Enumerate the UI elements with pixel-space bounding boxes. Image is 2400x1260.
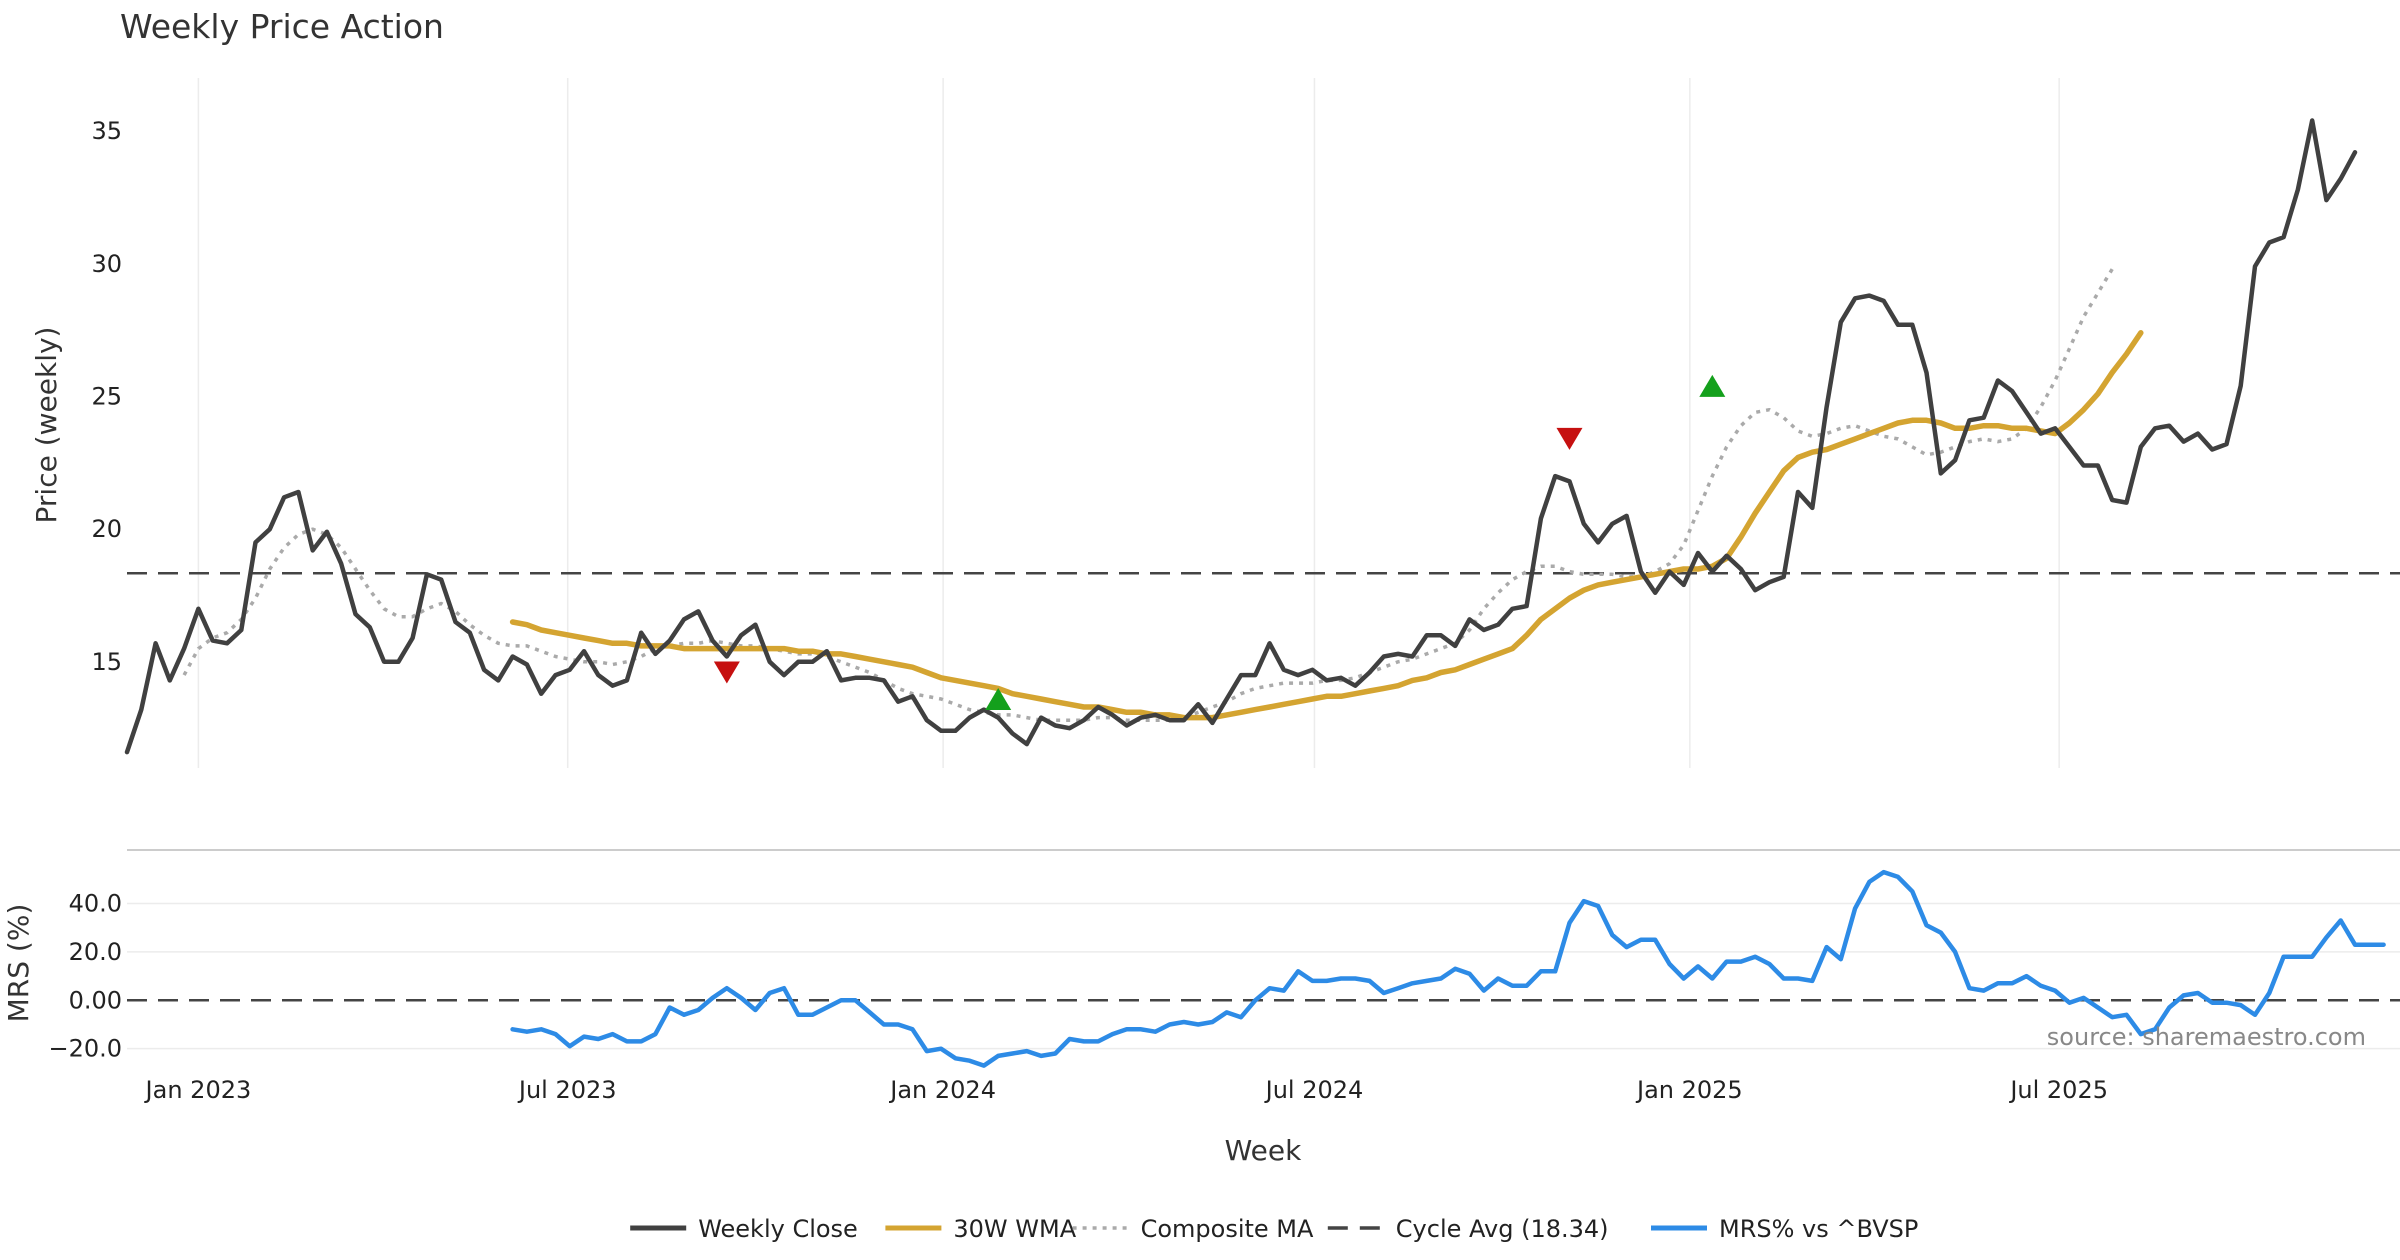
sell-signal-marker	[1556, 427, 1583, 450]
x-axis-label: Week	[1225, 1134, 1302, 1167]
weekly-close-line	[124, 118, 2358, 755]
y-tick-label: 30	[91, 250, 122, 278]
buy-signal-marker	[985, 688, 1012, 710]
legend-label: Cycle Avg (18.34)	[1396, 1215, 1609, 1243]
x-tick-label: Jul 2025	[2008, 1076, 2108, 1104]
mrs-y-tick-label: 0.00	[69, 986, 122, 1014]
legend-item: Composite MA	[1072, 1215, 1314, 1243]
mrs-y-tick-label: 40.0	[69, 890, 122, 918]
y-tick-label: 35	[91, 117, 122, 145]
price-axis-label: Price (weekly)	[30, 327, 63, 524]
mrs-series-group	[510, 869, 2386, 1068]
buy-signal-marker	[1699, 374, 1726, 397]
price-series-group	[124, 118, 2358, 755]
x-tick-label: Jan 2024	[888, 1076, 996, 1104]
x-tick-label: Jan 2025	[1635, 1076, 1743, 1104]
wma-30w-line	[509, 330, 2144, 721]
y-tick-label: 25	[91, 382, 122, 410]
legend-item: MRS% vs ^BVSP	[1651, 1215, 1918, 1243]
signal-markers	[713, 374, 1726, 710]
x-tick-label: Jan 2023	[144, 1076, 252, 1104]
price-vertical-gridlines	[197, 78, 2060, 768]
chart-title: Weekly Price Action	[120, 7, 444, 46]
mrs-y-tick-label: −20.0	[48, 1035, 122, 1063]
y-tick-label: 20	[91, 515, 122, 543]
legend-item: 30W WMA	[885, 1215, 1077, 1243]
mrs-line	[510, 869, 2386, 1068]
legend-label: Weekly Close	[698, 1215, 858, 1243]
mrs-axis-label: MRS (%)	[2, 904, 35, 1023]
mrs-y-axis-ticks: 40.0 20.0 0.00 −20.0	[48, 890, 122, 1063]
chart-legend: Weekly Close 30W WMA Composite MA Cycle Avg…	[630, 1215, 1918, 1243]
y-tick-label: 15	[91, 648, 122, 676]
price-y-axis-ticks: 15 20 25 30 35	[91, 117, 122, 676]
legend-label: MRS% vs ^BVSP	[1719, 1215, 1918, 1243]
composite-ma-line	[182, 268, 2114, 722]
legend-label: Composite MA	[1141, 1215, 1314, 1243]
source-note: source: sharemaestro.com	[2047, 1023, 2366, 1051]
legend-item: Weekly Close	[630, 1215, 858, 1243]
x-tick-label: Jul 2024	[1264, 1076, 1364, 1104]
x-tick-label: Jul 2023	[517, 1076, 617, 1104]
x-axis-ticks: Jan 2023 Jul 2023 Jan 2024 Jul 2024 Jan 2025…	[144, 1076, 2108, 1104]
sell-signal-marker	[713, 661, 740, 684]
legend-label: 30W WMA	[953, 1215, 1076, 1243]
mrs-horizontal-gridlines	[127, 902, 2400, 1050]
legend-item: Cycle Avg (18.34)	[1327, 1215, 1609, 1243]
mrs-y-tick-label: 20.0	[69, 938, 122, 966]
